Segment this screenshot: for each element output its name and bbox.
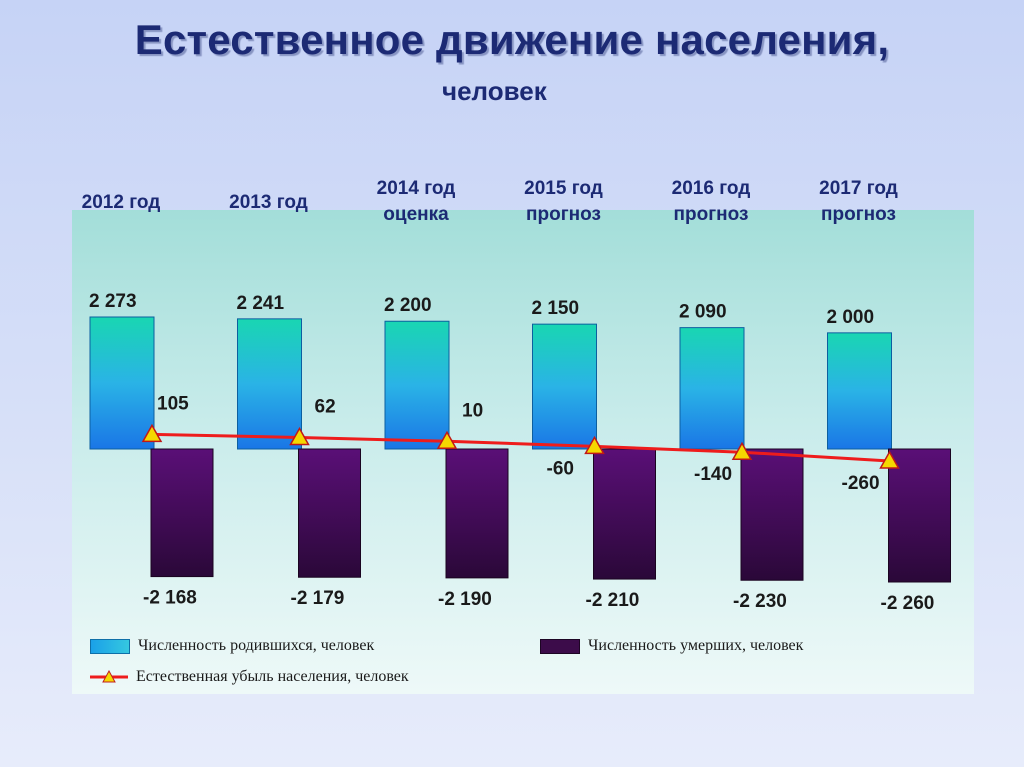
label-births: 2 241 — [237, 293, 285, 314]
chart-title: Естественное движение населения, — [134, 16, 890, 63]
year-label-note: прогноз — [526, 204, 601, 225]
chart-subtitle: человек — [442, 76, 547, 106]
year-label: 2012 год — [46, 190, 196, 216]
year-label: 2017 год прогноз — [784, 176, 934, 228]
bar-deaths — [740, 448, 804, 581]
legend-item-deaths: Численность умерших, человек — [540, 637, 803, 655]
year-label-note: оценка — [383, 204, 449, 225]
label-decline: 10 — [462, 400, 483, 421]
bar-deaths — [150, 448, 214, 578]
plot-area — [72, 210, 974, 694]
label-deaths: -2 190 — [438, 589, 492, 610]
line-decline — [151, 432, 890, 463]
year-label-year: 2012 год — [81, 192, 161, 213]
legend-item-births: Численность родившихся, человек — [90, 637, 374, 655]
marker-decline — [879, 450, 900, 469]
legend-swatch-births — [90, 638, 130, 654]
label-decline: -260 — [842, 473, 880, 494]
label-deaths: -2 168 — [143, 588, 197, 609]
year-label-year: 2015 год — [524, 178, 603, 199]
year-label-note: прогноз — [673, 204, 749, 225]
label-deaths: -2 210 — [586, 590, 640, 611]
bar-deaths — [298, 448, 361, 578]
bar-deaths — [593, 448, 656, 580]
year-label: 2016 год прогноз — [636, 176, 786, 228]
bar-births — [384, 320, 450, 450]
legend-swatch-deaths — [540, 638, 580, 654]
legend-item-decline: Естественная убыль населения, человек — [90, 668, 409, 686]
legend-label-decline: Естественная убыль населения, человек — [136, 668, 409, 685]
bar-births — [827, 332, 892, 450]
label-births: 2 200 — [384, 295, 432, 316]
marker-decline — [289, 426, 310, 446]
label-decline: -60 — [547, 458, 574, 479]
marker-decline — [141, 423, 163, 443]
bar-deaths — [888, 448, 951, 583]
label-births: 2 000 — [827, 307, 875, 328]
label-births: 2 150 — [532, 298, 580, 319]
legend-swatch-decline — [90, 669, 128, 684]
year-label-year: 2017 год — [819, 178, 898, 199]
marker-decline — [584, 435, 605, 455]
year-label: 2013 год — [194, 190, 344, 216]
bar-births — [679, 327, 745, 450]
label-births: 2 273 — [89, 291, 137, 312]
label-decline: 62 — [315, 396, 336, 417]
legend-label-births: Численность родившихся, человек — [138, 637, 375, 654]
year-label-year: 2016 год — [671, 178, 751, 199]
bar-deaths — [445, 448, 509, 579]
bar-births — [89, 316, 155, 450]
legend-label-deaths: Численность умерших, человек — [588, 637, 804, 654]
bar-births — [237, 318, 302, 450]
label-decline: 105 — [157, 393, 189, 414]
label-births: 2 090 — [679, 302, 727, 323]
marker-decline — [731, 441, 753, 460]
year-label-year: 2013 год — [229, 192, 308, 213]
year-label-year: 2014 год — [376, 178, 456, 199]
year-label: 2015 год прогноз — [489, 176, 639, 228]
year-label: 2014 год оценка — [341, 176, 491, 228]
year-label-note: прогноз — [821, 204, 896, 225]
marker-decline — [436, 430, 458, 450]
label-deaths: -2 179 — [291, 588, 345, 609]
bar-births — [532, 323, 597, 450]
label-decline: -140 — [694, 464, 732, 485]
label-deaths: -2 230 — [733, 591, 787, 612]
label-deaths: -2 260 — [881, 593, 935, 614]
